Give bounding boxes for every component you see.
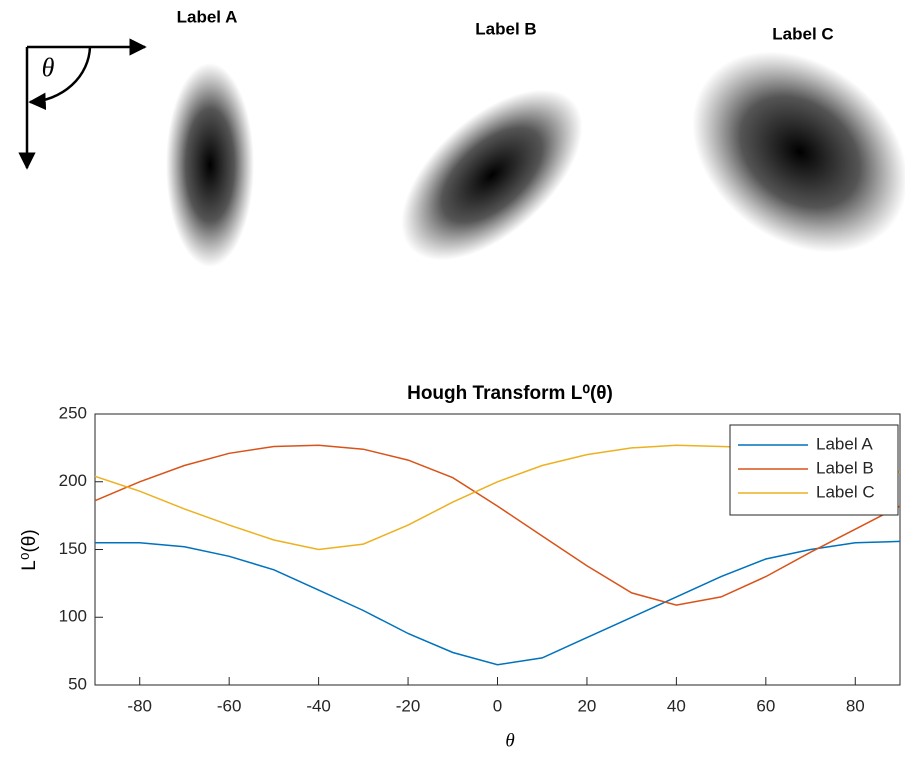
y-axis-label: L⁰(θ) (19, 529, 40, 570)
legend-box (729, 424, 899, 516)
angle-symbol: θ (42, 53, 55, 82)
y-tick-label: 250 (59, 403, 87, 422)
y-tick-label: 150 (59, 539, 87, 558)
x-tick-label: 0 (493, 696, 502, 715)
x-tick-label: 80 (846, 696, 865, 715)
y-tick-label: 50 (68, 674, 87, 693)
y-tick-label: 200 (59, 471, 87, 490)
blob-c (692, 51, 905, 253)
legend-label: Label C (816, 482, 875, 501)
x-tick-label: -80 (127, 696, 152, 715)
legend: Label A Label B Label C (729, 424, 899, 516)
blob-a (166, 63, 254, 267)
legend-label: Label B (816, 458, 874, 477)
y-tick-label: 100 (59, 607, 87, 626)
x-tick-label: 60 (756, 696, 775, 715)
x-tick-label: 40 (667, 696, 686, 715)
chart-title: Hough Transform L⁰(θ) (407, 383, 613, 404)
image-label: Label A (177, 7, 238, 26)
x-tick-label: 20 (577, 696, 596, 715)
image-label: Label B (475, 19, 536, 38)
x-tick-label: -40 (306, 696, 331, 715)
angle-diagram: θ (18, 38, 147, 170)
series-line (94, 444, 901, 606)
x-tick-label: -60 (217, 696, 242, 715)
x-tick-label: -20 (396, 696, 421, 715)
blob-b (401, 89, 583, 261)
legend-label: Label A (816, 434, 873, 453)
x-axis-label: θ (505, 730, 514, 751)
series-line (95, 540, 901, 666)
image-label: Label C (772, 24, 833, 43)
chart: Hough Transform L⁰(θ) θ L⁰(θ) 50 100 150 20… (19, 383, 901, 751)
